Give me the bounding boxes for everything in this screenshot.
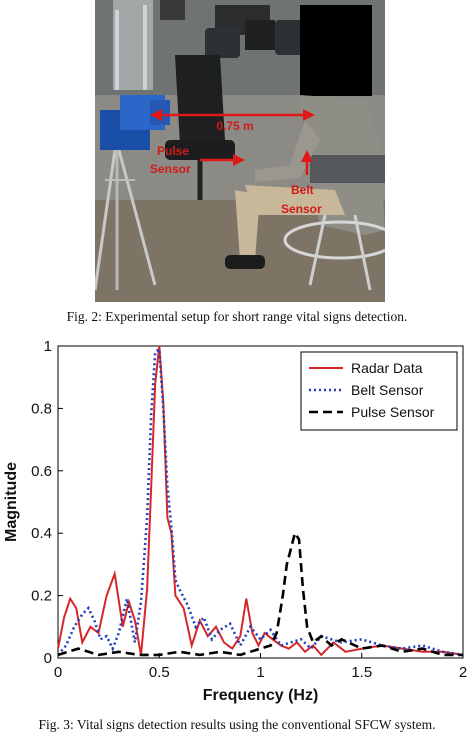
legend-entry: Radar Data: [351, 360, 423, 376]
y-tick-label: 0.8: [31, 400, 52, 417]
pulse-sensor-label-2: Sensor: [150, 162, 191, 176]
legend: Radar Data Belt Sensor Pulse Sensor: [300, 351, 458, 431]
y-tick-label: 0: [44, 650, 52, 667]
y-axis-label: Magnitude: [3, 462, 20, 542]
x-tick-label: 1.5: [351, 664, 372, 681]
x-tick-label: 2: [459, 664, 467, 681]
series-line-pulse-sensor: [57, 530, 463, 657]
figure-2-caption: Fig. 2: Experimental setup for short ran…: [66, 309, 408, 324]
legend-entry: Pulse Sensor: [351, 404, 435, 420]
pulse-sensor-label-1: Pulse: [157, 144, 189, 158]
distance-label: 0.75 m: [216, 119, 253, 133]
series-line-radar-data: [57, 345, 464, 657]
y-tick-label: 1: [44, 338, 52, 355]
y-tick-label: 0.6: [31, 463, 52, 480]
belt-sensor-label-2: Sensor: [281, 202, 322, 216]
frequency-magnitude-chart: 0 0.5 1 1.5 2 0 0.2 0.4 0.6 0.8 1 Frequency (Hz) M…: [3, 338, 467, 704]
y-tick-label: 0.2: [31, 588, 52, 605]
belt-sensor-label-1: Belt: [291, 183, 314, 197]
figure-3-caption: Fig. 3: Vital signs detection results us…: [38, 717, 436, 732]
x-tick-label: 1: [256, 664, 264, 681]
x-axis-label: Frequency (Hz): [203, 687, 319, 704]
x-tick-label: 0.5: [149, 664, 170, 681]
experimental-setup-photo: 0.75 m Pulse Sensor Belt Sensor: [95, 0, 385, 302]
legend-box: [300, 351, 458, 431]
legend-entry: Belt Sensor: [351, 382, 424, 398]
y-tick-label: 0.4: [31, 525, 52, 542]
x-tick-label: 0: [54, 664, 62, 681]
privacy-block: [300, 5, 372, 96]
